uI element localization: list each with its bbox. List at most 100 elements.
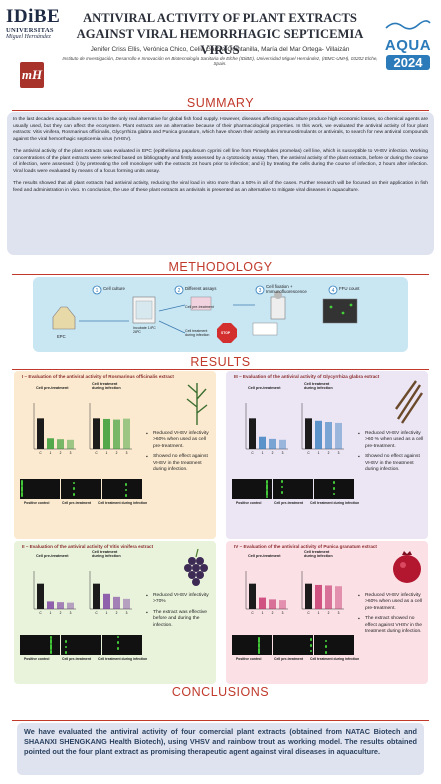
micrograph-label: Cell pre-treatment xyxy=(62,657,92,661)
results-panel-glycyrrhiza: III – Evaluation of the antiviral activi… xyxy=(226,371,428,539)
micrograph-label: Cell pre-treatment xyxy=(274,657,304,661)
tick-label: 2 xyxy=(328,451,330,455)
panel-chart-area: C 1 2 3 C 1 2 3 xyxy=(232,385,352,462)
step-2-label: Different assays xyxy=(185,286,217,291)
fluorescent-focus xyxy=(333,493,335,495)
conclusions-box: We have evaluated the antiviral activity… xyxy=(17,723,424,775)
fluorescent-focus xyxy=(73,494,75,496)
micrograph-positive-control xyxy=(232,479,272,499)
idibe-logo-wordmark: IDiBE xyxy=(6,6,61,27)
tick-label: 2 xyxy=(272,451,274,455)
micrograph-pre-treatment xyxy=(273,635,313,655)
micrograph-row xyxy=(20,635,142,657)
fluorescent-focus xyxy=(310,650,312,652)
treated-plate-icon xyxy=(252,322,278,336)
svg-text:1: 1 xyxy=(96,288,99,294)
bar xyxy=(269,599,276,609)
chart-a-title: Cell pre-treatment xyxy=(36,554,69,558)
tick-label: 3 xyxy=(338,451,340,455)
finding-item: Reduced VHSV infectivity >70% xyxy=(146,593,212,606)
micrograph-label: Positive control xyxy=(236,657,262,661)
bar xyxy=(123,598,130,609)
tick-label: 3 xyxy=(282,611,284,615)
fluorescent-focus xyxy=(333,482,335,484)
fluorescent-focus xyxy=(65,641,67,643)
ffu-image-icon xyxy=(322,298,358,324)
bar xyxy=(37,583,44,609)
tick-label: C xyxy=(95,611,98,615)
fluorescent-focus xyxy=(258,641,260,643)
svg-text:2: 2 xyxy=(178,288,181,294)
fluorescent-focus xyxy=(50,637,52,639)
tick-label: C xyxy=(95,451,98,455)
micrograph-row xyxy=(20,479,142,501)
incubate-label: Incubate 14ºC 28ºC xyxy=(133,326,156,334)
poster-header: IDiBE UNIVERSITAS Miguel Hernández mH AN… xyxy=(0,0,441,96)
fluorescent-focus xyxy=(333,488,335,490)
fluorescent-focus xyxy=(325,646,327,648)
bar xyxy=(93,418,100,449)
bar xyxy=(47,601,54,609)
bar xyxy=(279,439,286,449)
panel-title: III – Evaluation of the antiviral activi… xyxy=(234,374,380,379)
conclusions-divider xyxy=(12,720,429,721)
affiliation: Instituto de Investigación, Desarrollo e… xyxy=(62,56,378,66)
tick-label: 3 xyxy=(126,451,128,455)
summary-paragraph-3: The results showed that all plant extrac… xyxy=(13,181,428,193)
tick-label: 2 xyxy=(328,611,330,615)
fluorescent-focus xyxy=(125,484,127,486)
aqua-logo-year: 2024 xyxy=(386,55,430,70)
tick-label: 1 xyxy=(318,611,320,615)
tick-label: C xyxy=(251,611,254,615)
microscope-icon xyxy=(270,296,286,320)
step-1-label: Cell culture xyxy=(103,286,125,291)
svg-text:4: 4 xyxy=(332,288,335,294)
finding-item: Reduced VHSV infectivity >60 % when used… xyxy=(358,431,424,450)
poster-title: ANTIVIRAL ACTIVITY OF PLANT EXTRACTS AGA… xyxy=(70,10,370,58)
panel-chart-area: C 1 2 3 C 1 2 3 xyxy=(20,553,140,622)
authors: Jenifer Criss Ellis, Verónica Chico, Cel… xyxy=(90,46,350,53)
tick-label: C xyxy=(251,451,254,455)
bar xyxy=(103,593,110,609)
wave-icon xyxy=(385,20,431,30)
tick-label: C xyxy=(307,451,310,455)
fluorescent-focus xyxy=(325,652,327,654)
tick-label: 3 xyxy=(282,451,284,455)
tick-label: 2 xyxy=(60,451,62,455)
bar xyxy=(269,438,276,449)
conclusions-heading: CONCLUSIONS xyxy=(171,685,270,699)
bar xyxy=(57,439,64,449)
panel-chart-area: C 1 2 3 C 1 2 3 xyxy=(20,385,140,462)
bar xyxy=(249,418,256,449)
epc-label: EPC xyxy=(57,334,66,339)
fluorescent-focus xyxy=(73,488,75,490)
bar xyxy=(335,422,342,449)
bar xyxy=(93,583,100,609)
idibe-logo-university-name: Miguel Hernández xyxy=(6,34,51,40)
tick-label: 2 xyxy=(116,451,118,455)
results-divider xyxy=(12,369,429,370)
fluorescent-focus xyxy=(258,652,260,654)
bar xyxy=(305,583,312,609)
micrograph-label: Cell treatment during infection xyxy=(310,501,360,505)
bar xyxy=(259,597,266,609)
micrograph-row xyxy=(232,635,354,657)
fluorescent-focus xyxy=(310,639,312,641)
finding-item: Showed no effect against VHSV in the tre… xyxy=(358,454,424,473)
panel-title: I – Evaluation of the antiviral activity… xyxy=(22,374,174,379)
bar xyxy=(259,436,266,449)
fluorescent-focus xyxy=(50,652,52,654)
fluorescent-focus xyxy=(281,481,283,483)
micrograph-label: Positive control xyxy=(24,657,50,661)
aqua-2024-logo: AQUA 2024 xyxy=(380,18,436,70)
micrograph-pre-treatment xyxy=(61,479,101,499)
tick-label: C xyxy=(307,611,310,615)
bar xyxy=(335,586,342,609)
micrograph-positive-control xyxy=(232,635,272,655)
tick-label: 1 xyxy=(50,611,52,615)
finding-item: Reduced VHSV infectivity >60% when used … xyxy=(146,431,212,450)
tick-label: 1 xyxy=(318,451,320,455)
tick-label: C xyxy=(39,611,42,615)
findings-list: Reduced VHSV infectivity >60% when used … xyxy=(354,593,424,639)
fluorescent-focus xyxy=(117,648,119,650)
